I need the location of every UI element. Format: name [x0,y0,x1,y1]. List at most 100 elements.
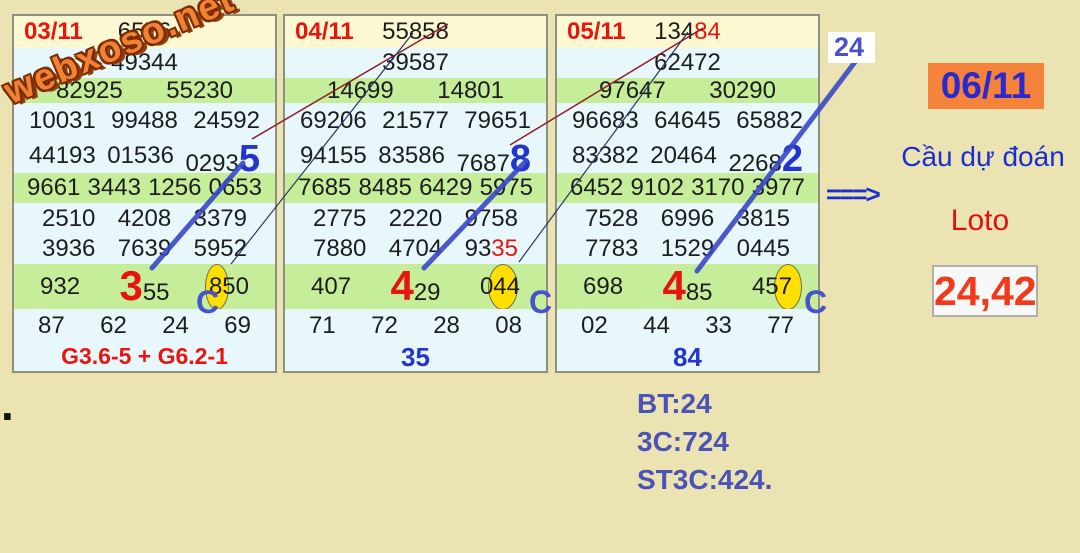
special-prize-red-part: 84 [694,18,721,45]
table-header-row: 05/11 13484 [557,16,818,48]
special-prize-number: 134 [654,18,695,45]
prize-number-with-pick: 4 85 [662,261,712,309]
prize-number: 3170 [691,174,745,201]
special-prize-number: 6576 [117,18,172,45]
pick-digit-blue: 2 [781,138,803,180]
prize-number: 02 [581,311,608,339]
draw-date: 04/11 [295,18,354,45]
prize5-row-2: 7783 1529 0445 [557,234,818,264]
prize-number: 7783 [585,235,639,262]
prize2-row: 97647 30290 [557,78,818,103]
prize1-row: 62472 [557,48,818,78]
prize-number: 08 [495,311,522,339]
pick-digit-blue: 8 [509,138,531,180]
table-header-row: 04/11 55858 [285,16,546,48]
prize-number: 77 [767,311,794,339]
prize5-row-1: 2510 4208 3379 [14,203,275,234]
prize-number: 96683 [572,106,639,134]
prize-number-with-pick: 3 55 [119,261,169,309]
prize-number: 30290 [709,76,776,104]
prize3-row-1: 96683 64645 65882 [557,103,818,138]
pick-digit-red: 4 [662,261,686,309]
prize-number: 83586 [378,141,445,169]
prize-number: 850 [208,272,249,300]
prize3-row-2: 83382 20464 2268 2 [557,138,818,180]
table-header-row: 03/11 6576 [14,16,275,48]
prize-number: 69 [224,311,251,339]
prize-number: 0445 [736,235,790,262]
prize4-row: 9661 3443 1256 0653 [14,173,275,203]
prize-number: 0653 [208,174,262,201]
c-marker: C [529,284,553,320]
prize-number: 932 [40,272,81,300]
pick-digit-red: 3 [119,261,143,309]
special-prize: 6576 [118,20,171,44]
prize-number: 94155 [300,141,367,169]
loto-value-box: 24,42 [932,265,1038,317]
loto-label: Loto [950,204,1010,237]
prize-number: 64645 [654,106,721,134]
prize-number: 698 [583,272,624,300]
prize-number: 14699 [327,76,394,104]
prize-number: 72 [371,311,398,339]
special-prize-number: 55858 [382,18,449,45]
prediction-caption: Cầu dự đoán [901,141,1065,172]
note-bt: BT:24 [637,388,712,419]
prize3-row-1: 10031 99488 24592 [14,103,275,138]
prize-number: 29 [413,278,441,306]
pick-digit-blue: 5 [238,138,260,180]
prize-number: 28 [433,311,460,339]
prize7-row: 87 62 24 69 [14,309,275,342]
prize-number: 24 [162,311,189,339]
prize-number: 62472 [654,49,721,76]
prize5-row-1: 7528 6996 3815 [557,203,818,234]
prize-number: 49344 [111,49,178,76]
prize-number: 9335 [464,235,518,262]
next-draw-date: 06/11 [928,63,1044,109]
prize-number: 3936 [42,235,96,262]
prize5-row-1: 2775 2220 9758 [285,203,546,234]
highlight-ellipse [204,263,229,310]
prize-number: 24592 [193,106,260,134]
prize-number: 82925 [56,76,123,104]
draw-date: 05/11 [567,18,626,45]
prize-number: 33 [705,311,732,339]
prize-number: 457 [751,272,792,300]
prize-number: 6429 [419,174,473,201]
prize-number: 83382 [572,141,639,169]
prize-number-highlighted: 044 [480,263,520,310]
prize6-row: 932 3 55 850 [14,261,275,310]
prize-number: 55230 [166,76,233,104]
prize2-row: 14699 14801 [285,78,546,103]
pick-digit-red: 4 [390,261,414,309]
prize-number: 9758 [464,204,518,232]
prize-number: 21577 [382,106,449,134]
prize-number: 99488 [111,106,178,134]
prize-number: 4208 [117,204,172,232]
prize-number: 71 [309,311,336,339]
pick-result-box: 24 [828,32,875,63]
table-footer-formula: G3.6-5 + G6.2-1 [14,342,275,371]
prize-number: 1529 [660,235,715,262]
prize-number: 01536 [107,141,174,169]
special-prize: 55858 [382,20,449,44]
prize-number: 4704 [388,235,443,262]
prize-number: 39587 [382,49,449,76]
draw-date: 03/11 [24,18,83,45]
note-3c: 3C:724 [637,426,729,457]
prize-number-with-pick: 2268 2 [728,138,803,180]
prize4-row: 7685 8485 6429 5975 [285,173,546,203]
prize-number: 7880 [313,235,367,262]
note-st3c: ST3C:424. [637,464,773,495]
prize5-row-2: 7880 4704 9335 [285,234,546,264]
prize-number: 62 [100,311,127,339]
prize-number: 20464 [650,141,717,169]
table-footer-pick: 84 [557,342,818,371]
prize-number: 79651 [464,106,531,134]
prize-number: 10031 [29,106,96,134]
prize-number: 3977 [751,174,805,201]
prize-number: 5952 [193,235,247,262]
prize-number: 6996 [660,204,715,232]
prediction-notes: BT:24 3C:724 ST3C:424. [637,385,772,499]
prize-number-highlighted: 457 [751,263,802,310]
